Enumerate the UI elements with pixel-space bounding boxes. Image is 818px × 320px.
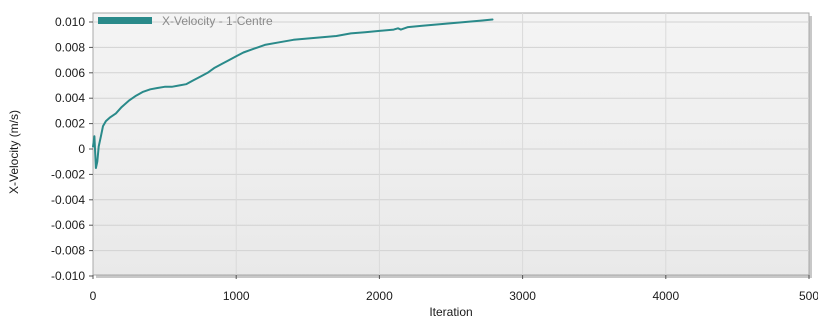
- y-tick-label: -0.006: [51, 218, 85, 232]
- y-tick-label: -0.010: [51, 269, 85, 283]
- x-tick-label: 2000: [366, 289, 393, 303]
- y-tick-label: 0.002: [55, 117, 85, 131]
- axes: [89, 21, 810, 279]
- gridlines: [93, 13, 809, 275]
- legend-label: X-Velocity - 1-Centre: [162, 14, 273, 28]
- y-tick-label: 0.008: [55, 40, 85, 54]
- x-tick-label: 4000: [652, 289, 679, 303]
- y-axis-title: X-Velocity (m/s): [7, 110, 21, 194]
- y-tick-labels: -0.010 -0.008 -0.006 -0.004 -0.002 0 0.002 0.00…: [51, 15, 85, 283]
- series-layer: [92, 18, 494, 169]
- y-tick-label: 0.006: [55, 66, 85, 80]
- y-tick-label: 0.004: [55, 91, 85, 105]
- series-line-x-velocity: [92, 18, 494, 169]
- x-axis-title: Iteration: [429, 305, 472, 319]
- x-tick-label: 0: [90, 289, 97, 303]
- y-tick-label: 0.010: [55, 15, 85, 29]
- y-tick-label: -0.002: [51, 167, 85, 181]
- legend: X-Velocity - 1-Centre: [98, 14, 273, 28]
- x-tick-label: 1000: [223, 289, 250, 303]
- plot-area: [92, 12, 810, 276]
- y-tick-label: -0.008: [51, 244, 85, 258]
- y-tick-label: -0.004: [51, 193, 85, 207]
- x-tick-label: 3000: [509, 289, 536, 303]
- y-tick-label: 0: [78, 142, 85, 156]
- x-tick-label: 500: [799, 289, 818, 303]
- x-tick-labels: 0 1000 2000 3000 4000 500: [90, 289, 818, 303]
- legend-swatch: [98, 17, 152, 24]
